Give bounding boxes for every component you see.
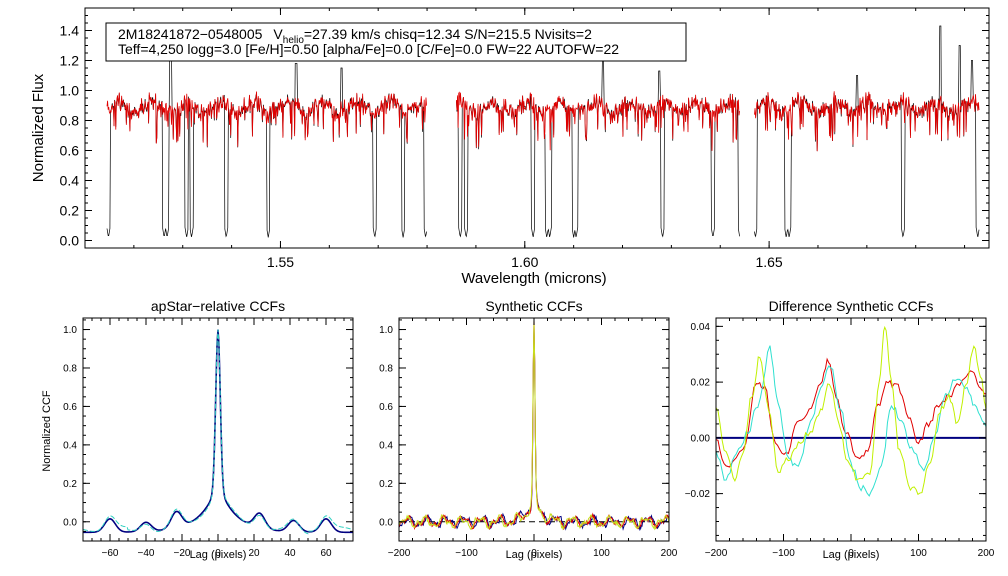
ccf1-ytick-label: 0.2 xyxy=(63,479,77,490)
ccf1-xtick-label: 60 xyxy=(320,548,332,559)
spec-ytick-label: 1.2 xyxy=(60,53,80,69)
spec-xtick-label: 1.60 xyxy=(511,254,538,270)
ccf2-x-ticks: −200 −100 0 100 200 xyxy=(388,318,678,559)
ccf2-xtick-label: −200 xyxy=(388,548,411,559)
ccf1-ytick-label: 0.0 xyxy=(63,517,77,528)
ccf3-line-diff-2 xyxy=(715,345,987,497)
spec-xtick-label: 1.65 xyxy=(755,254,782,270)
ccf2-ytick-label: 1.0 xyxy=(379,325,393,336)
spec-ytick-label: 0.4 xyxy=(60,173,80,189)
ccf-panel-apstar: apStar−relative CCFs −60 −40 −20 0 20 40 60 0.… xyxy=(41,298,354,561)
spec-ytick-label: 0.2 xyxy=(60,203,80,219)
ccf1-xtick-label: −60 xyxy=(102,548,119,559)
info-vhelio-subscript: helio xyxy=(283,35,305,46)
ccf3-title: Difference Synthetic CCFs xyxy=(769,298,934,314)
ccf1-series-group xyxy=(82,329,354,535)
spectrum-x-axis-label: Wavelength (microns) xyxy=(461,270,606,287)
ccf2-ytick-label: 0.6 xyxy=(379,402,393,413)
ccf2-xtick-label: 100 xyxy=(593,548,610,559)
ccf3-ytick-label: 0.00 xyxy=(691,433,711,444)
ccf1-xtick-label: 40 xyxy=(284,548,296,559)
ccf1-xtick-label: 20 xyxy=(248,548,260,559)
ccf1-x-axis-label: Lag (pixels) xyxy=(190,549,247,561)
ccf3-y-ticks: −0.02 0.00 0.02 0.04 xyxy=(685,322,986,536)
ccf3-xtick-label: 200 xyxy=(978,548,995,559)
ccf1-line-visit-2 xyxy=(82,329,354,535)
ccf2-xtick-label: 0 xyxy=(531,548,537,559)
ccf2-title: Synthetic CCFs xyxy=(485,298,582,314)
ccf2-ytick-label: 0.4 xyxy=(379,440,393,451)
ccf3-xtick-label: −100 xyxy=(772,548,795,559)
ccf3-line-diff-3 xyxy=(715,325,987,496)
ccf2-xtick-label: 200 xyxy=(661,548,678,559)
ccf2-x-axis-label: Lag (pixels) xyxy=(506,549,563,561)
ccf3-xtick-label: 100 xyxy=(910,548,927,559)
ccf2-xtick-label: −100 xyxy=(455,548,478,559)
spectrum-observed-line xyxy=(106,51,427,238)
spec-ytick-label: 1.4 xyxy=(60,23,80,39)
ccf1-xtick-label: 0 xyxy=(215,548,221,559)
ccf2-ytick-label: 0.8 xyxy=(379,364,393,375)
ccf1-xtick-label: −20 xyxy=(174,548,191,559)
ccf3-series-group xyxy=(715,325,987,497)
ccf3-line-diff-1 xyxy=(715,357,987,468)
spectrum-synthetic-line xyxy=(455,91,740,151)
spectrum-synthetic-series xyxy=(106,91,980,152)
ccf3-ytick-label: 0.02 xyxy=(691,378,711,389)
ccf1-ytick-label: 0.6 xyxy=(63,402,77,413)
info-star-id: 2M18241872−0548005 xyxy=(118,26,263,42)
ccf1-xtick-label: −40 xyxy=(138,548,155,559)
ccf2-y-ticks: 0.0 0.2 0.4 0.6 0.8 1.0 xyxy=(379,319,669,542)
ccf1-x-ticks: −60 −40 −20 0 20 40 60 xyxy=(82,318,354,559)
ccf1-ytick-label: 0.8 xyxy=(63,364,77,375)
ccf1-ytick-label: 1.0 xyxy=(63,325,77,336)
info-line-2: Teff=4,250 logg=3.0 [Fe/H]=0.50 [alpha/F… xyxy=(118,41,619,57)
spec-xtick-label: 1.55 xyxy=(267,254,294,270)
spectrum-synthetic-line xyxy=(754,91,980,152)
spectrum-y-axis-label: Normalized Flux xyxy=(30,73,47,182)
info-vhelio-rest: =27.39 km/s chisq=12.34 S/N=215.5 Nvisit… xyxy=(304,26,592,42)
info-box-frame xyxy=(105,22,687,62)
ccf2-ytick-label: 0.0 xyxy=(379,517,393,528)
spectrum-panel: 1.55 1.60 1.65 0.0 0.2 0.4 0.6 0.8 1.0 1.2 1.4 Wa… xyxy=(30,7,990,287)
spectrum-x-ticks: 1.55 1.60 1.65 xyxy=(84,8,966,270)
spec-ytick-label: 0.8 xyxy=(60,113,80,129)
ccf-panel-synthetic: Synthetic CCFs −200 −100 0 100 200 0.0 0.2 0.4… xyxy=(379,298,678,561)
ccf3-ytick-label: 0.04 xyxy=(691,322,711,333)
spec-ytick-label: 0.6 xyxy=(60,143,80,159)
spectrum-synthetic-line xyxy=(106,91,427,147)
spectrum-y-ticks: 0.0 0.2 0.4 0.6 0.8 1.0 1.2 1.4 xyxy=(60,15,989,249)
ccf3-xtick-label: 0 xyxy=(848,548,854,559)
ccf-panel-difference: Difference Synthetic CCFs −200 −100 0 100 20… xyxy=(685,298,995,561)
ccf1-y-ticks: 0.0 0.2 0.4 0.6 0.8 1.0 xyxy=(63,319,353,542)
spectrum-plot-content xyxy=(106,25,980,238)
info-line-1: 2M18241872−0548005 Vhelio=27.39 km/s chis… xyxy=(118,26,592,46)
ccf1-title: apStar−relative CCFs xyxy=(151,298,285,314)
spectrum-info-box: 2M18241872−0548005 Vhelio=27.39 km/s chis… xyxy=(105,22,687,62)
info-vhelio-prefix: V xyxy=(273,26,283,42)
ccf3-xtick-label: −200 xyxy=(705,548,728,559)
ccf2-ytick-label: 0.2 xyxy=(379,479,393,490)
ccf1-ytick-label: 0.4 xyxy=(63,440,77,451)
ccf3-x-axis-label: Lag (pixels) xyxy=(823,549,880,561)
ccf3-ytick-label: −0.02 xyxy=(685,489,711,500)
ccf1-y-axis-label: Normalized CCF xyxy=(41,390,53,472)
spec-ytick-label: 1.0 xyxy=(60,83,80,99)
spec-ytick-label: 0.0 xyxy=(60,233,80,249)
